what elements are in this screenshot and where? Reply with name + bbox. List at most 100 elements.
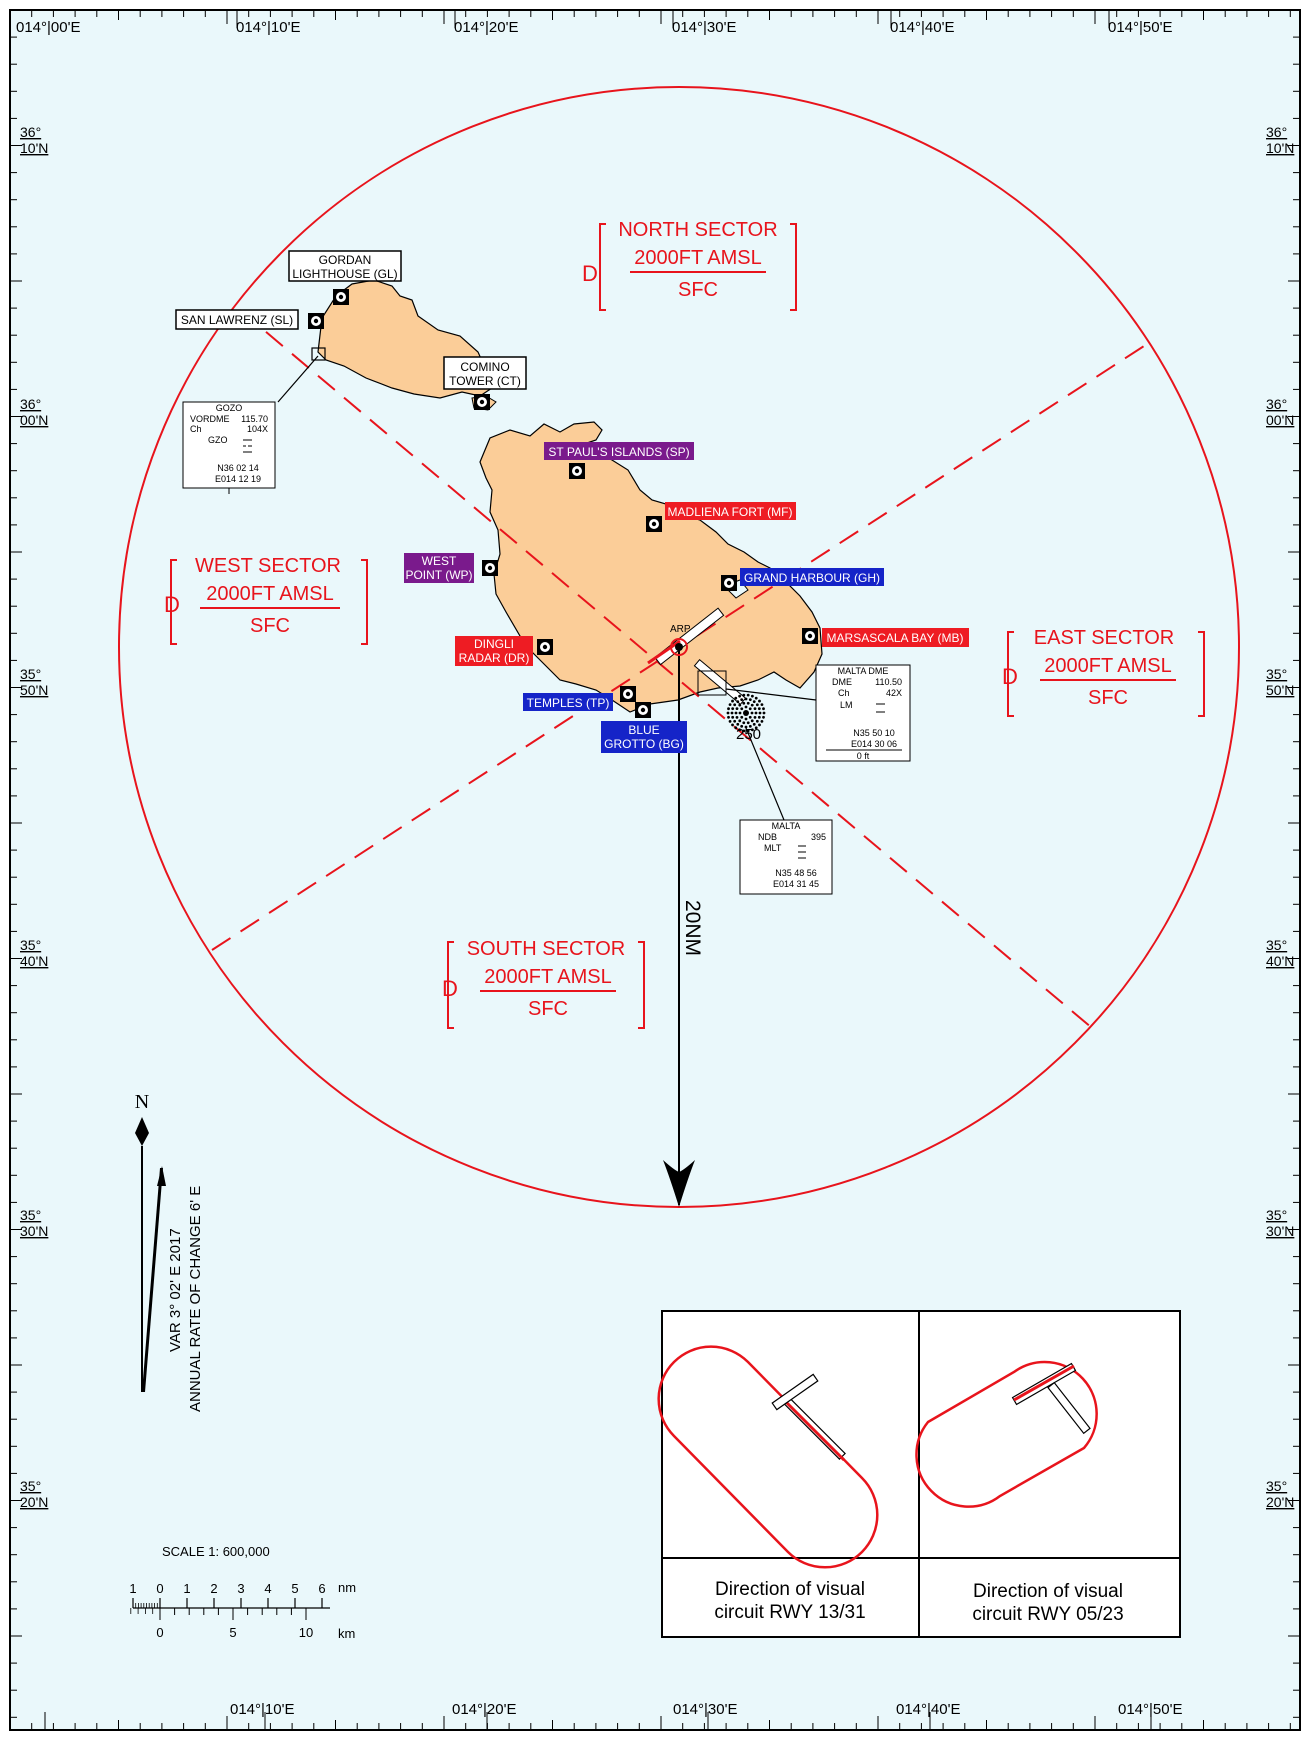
scale-km-ticks: 0 5 10 bbox=[130, 1608, 313, 1640]
scale-nm-label: 6 bbox=[318, 1581, 325, 1596]
arp-label: ARP bbox=[670, 624, 691, 635]
rp-label-comino: TOWER (CT) bbox=[449, 374, 521, 388]
north-arrow-letter: N bbox=[135, 1091, 149, 1113]
sector-north-lower: SFC bbox=[678, 279, 718, 301]
circuit-diagrams: Direction of visual circuit RWY 13/31 Di… bbox=[657, 1310, 1181, 1638]
rp-label-madliena: MADLIENA FORT (MF) bbox=[668, 505, 793, 519]
lat-deg-right: 35° bbox=[1266, 937, 1287, 953]
navaid-lat: N35 50 10 bbox=[853, 728, 895, 738]
lat-min-left: 20'N bbox=[20, 1494, 48, 1510]
rp-label-temples: TEMPLES (TP) bbox=[527, 696, 610, 710]
navaid-ch: Ch bbox=[190, 424, 202, 434]
scale-nm-label: 5 bbox=[291, 1581, 298, 1596]
reporting-points bbox=[308, 289, 818, 718]
scale-nm-label: 0 bbox=[156, 1581, 163, 1596]
lat-deg-right: 36° bbox=[1266, 124, 1287, 140]
navaid-title: GOZO bbox=[216, 403, 243, 413]
navaid-lon: E014 12 19 bbox=[215, 474, 261, 484]
scale-nm-ticks: 1 0 1 2 3 4 5 6 bbox=[129, 1581, 326, 1608]
malta-dme-marker bbox=[697, 670, 727, 696]
lon-label: 014°|10'E bbox=[236, 19, 300, 36]
sector-south-upper: 2000FT AMSL bbox=[484, 966, 611, 988]
lon-label: 014°|30'E bbox=[673, 1701, 737, 1718]
navaid-type: NDB bbox=[758, 832, 777, 842]
sector-east-upper: 2000FT AMSL bbox=[1044, 655, 1171, 677]
arp-symbol bbox=[670, 638, 688, 656]
sector-north: D NORTH SECTOR 2000FT AMSL SFC bbox=[582, 219, 797, 311]
circuit-rwy-13-31 bbox=[657, 1345, 879, 1569]
lat-min-right: 10'N bbox=[1266, 140, 1294, 156]
gozo-vordme-marker bbox=[311, 347, 326, 361]
sector-west-name: WEST SECTOR bbox=[195, 555, 341, 577]
sector-west-class: D bbox=[164, 592, 180, 617]
rp-label-san-lawrenz: SAN LAWRENZ (SL) bbox=[181, 313, 293, 327]
sector-north-class: D bbox=[582, 261, 598, 286]
lat-min-right: 50'N bbox=[1266, 682, 1294, 698]
lat-deg-right: 35° bbox=[1266, 1207, 1287, 1223]
navaid-lon: E014 31 45 bbox=[773, 879, 819, 889]
lon-label: 014°|00'E bbox=[16, 19, 80, 36]
longitude-labels-top: 014°|00'E 014°|10'E 014°|20'E 014°|30'E … bbox=[16, 19, 1172, 36]
lat-min-right: 00'N bbox=[1266, 412, 1294, 428]
lat-deg-right: 35° bbox=[1266, 1478, 1287, 1494]
circuit-caption-right: circuit RWY 05/23 bbox=[972, 1604, 1123, 1625]
scale-nm-label: 2 bbox=[210, 1581, 217, 1596]
sector-north-upper: 2000FT AMSL bbox=[634, 247, 761, 269]
circuit-rwy-05-23 bbox=[915, 1360, 1098, 1508]
lat-deg-left: 35° bbox=[20, 1207, 41, 1223]
navaid-freq: 395 bbox=[811, 832, 826, 842]
scale-nm-label: 4 bbox=[264, 1581, 271, 1596]
rp-label-dingli: RADAR (DR) bbox=[459, 651, 530, 665]
rp-label-grand-harbour: GRAND HARBOUR (GH) bbox=[744, 571, 880, 585]
circuit-caption-right: Direction of visual bbox=[973, 1581, 1123, 1602]
rp-label-west-point: POINT (WP) bbox=[405, 568, 472, 582]
sector-south-name: SOUTH SECTOR bbox=[467, 938, 626, 960]
reporting-point-icon bbox=[474, 394, 490, 410]
navaid-elev: 0 ft bbox=[857, 751, 870, 761]
sector-west-upper: 2000FT AMSL bbox=[206, 583, 333, 605]
variation-rate-text: ANNUAL RATE OF CHANGE 6' E bbox=[187, 1186, 204, 1412]
scale-nm-unit: nm bbox=[338, 1580, 356, 1595]
navaid-ch-value: 104X bbox=[247, 424, 268, 434]
lon-label: 014°|20'E bbox=[454, 19, 518, 36]
lat-min-left: 10'N bbox=[20, 140, 48, 156]
lat-deg-right: 35° bbox=[1266, 666, 1287, 682]
lon-label: 014°|50'E bbox=[1108, 19, 1172, 36]
malta-ndb-box: MALTA NDB 395 MLT N35 48 56 E014 31 45 bbox=[739, 819, 833, 895]
leader-lines bbox=[277, 355, 817, 821]
sector-west-lower: SFC bbox=[250, 615, 290, 637]
lat-deg-left: 35° bbox=[20, 937, 41, 953]
lon-label: 014°|40'E bbox=[896, 1701, 960, 1718]
sector-north-name: NORTH SECTOR bbox=[618, 219, 777, 241]
rp-label-marsascala: MARSASCALA BAY (MB) bbox=[827, 631, 964, 645]
navaid-type: DME bbox=[832, 677, 852, 687]
sector-east: D EAST SECTOR 2000FT AMSL SFC bbox=[1002, 627, 1205, 717]
scale-km-label: 0 bbox=[156, 1625, 163, 1640]
rp-label-st-pauls: ST PAUL'S ISLANDS (SP) bbox=[548, 445, 689, 459]
sector-south: D SOUTH SECTOR 2000FT AMSL SFC bbox=[442, 938, 645, 1029]
lon-label: 014°|30'E bbox=[672, 19, 736, 36]
navaid-title: MALTA bbox=[772, 821, 801, 831]
north-arrow: N VAR 3° 02' E 2017 ANNUAL RATE OF CHANG… bbox=[135, 1091, 204, 1412]
malta-dme-box: MALTA DME DME 110.50 Ch 42X LM N35 50 10… bbox=[815, 664, 911, 762]
scale-nm-label: 1 bbox=[183, 1581, 190, 1596]
sector-east-name: EAST SECTOR bbox=[1034, 627, 1174, 649]
reporting-point-icon bbox=[646, 516, 662, 532]
navaid-ch-value: 42X bbox=[886, 688, 902, 698]
sector-south-lower: SFC bbox=[528, 998, 568, 1020]
navaid-freq: 110.50 bbox=[875, 677, 902, 687]
lat-min-left: 00'N bbox=[20, 412, 48, 428]
lat-deg-right: 36° bbox=[1266, 396, 1287, 412]
lat-min-right: 30'N bbox=[1266, 1223, 1294, 1239]
scale-nm-label: 3 bbox=[237, 1581, 244, 1596]
reporting-point-icon bbox=[721, 575, 737, 591]
rp-label-blue-grotto: GROTTO (BG) bbox=[604, 737, 684, 751]
reporting-point-icon bbox=[333, 289, 349, 305]
reporting-point-icon bbox=[569, 463, 585, 479]
longitude-labels-bottom: 014°|10'E 014°|20'E 014°|30'E 014°|40'E … bbox=[230, 1701, 1182, 1718]
lat-deg-left: 35° bbox=[20, 666, 41, 682]
ndb-symbol bbox=[726, 693, 766, 733]
lat-deg-left: 36° bbox=[20, 124, 41, 140]
scale-nm-label: 1 bbox=[129, 1581, 136, 1596]
reporting-point-icon bbox=[537, 639, 553, 655]
